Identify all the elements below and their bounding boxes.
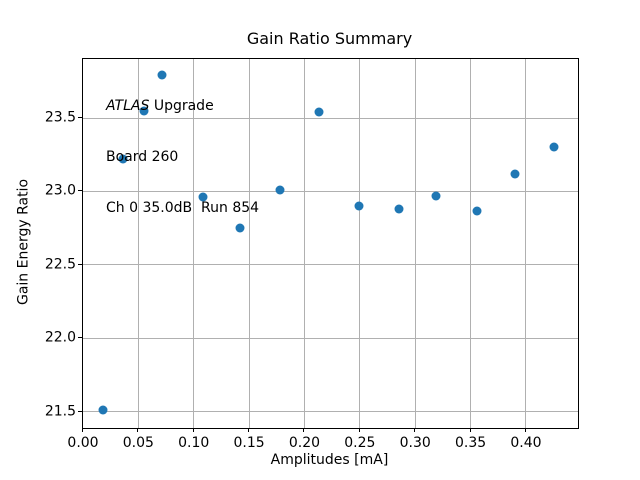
data-point (98, 405, 108, 415)
x-tick-label: 0.35 (454, 435, 487, 451)
data-point (314, 107, 324, 117)
x-gridline (525, 59, 527, 428)
grid-layer (83, 59, 578, 428)
x-tick-label: 0.10 (178, 435, 210, 451)
annotation-board: Board 260 (106, 149, 179, 165)
data-point (139, 106, 149, 116)
x-gridline (193, 59, 195, 428)
data-point (198, 192, 208, 202)
x-gridline (414, 59, 416, 428)
y-tick-mark (78, 337, 82, 339)
data-point (354, 201, 364, 211)
x-tick-label: 0.25 (344, 435, 376, 451)
x-tick-label: 0.30 (399, 435, 431, 451)
data-point (431, 191, 441, 201)
y-tick-label: 22.0 (44, 329, 76, 346)
data-point (157, 70, 167, 80)
y-tick-label: 22.5 (44, 256, 76, 273)
x-gridline (248, 59, 250, 428)
x-tick-label: 0.40 (510, 435, 542, 451)
y-tick-mark (78, 190, 82, 192)
y-tick-label: 23.5 (44, 109, 76, 126)
x-gridline (359, 59, 361, 428)
x-gridline (303, 59, 305, 428)
data-point (472, 206, 482, 216)
annotation-channel-run: Ch 0 35.0dB Run 854 (106, 200, 260, 216)
annotation-line-1: ATLAS Upgrade (106, 98, 259, 115)
x-tick-mark (192, 428, 194, 432)
x-tick-mark (414, 428, 416, 432)
y-gridline (83, 411, 578, 413)
y-tick-mark (78, 117, 82, 119)
x-gridline (137, 59, 139, 428)
data-point (275, 185, 285, 195)
y-tick-label: 21.5 (44, 403, 76, 420)
x-tick-mark (137, 428, 139, 432)
y-gridline (83, 264, 578, 266)
x-tick-mark (82, 428, 83, 432)
y-tick-mark (78, 263, 82, 265)
data-point (235, 223, 245, 233)
annotation: ATLAS Upgrade Board 260 Ch 0 35.0dB Run … (106, 64, 259, 251)
x-tick-label: 0.20 (288, 435, 321, 451)
x-tick-mark (469, 428, 471, 432)
x-tick-label: 0.00 (67, 435, 99, 451)
plot-area: ATLAS Upgrade Board 260 Ch 0 35.0dB Run … (82, 58, 579, 429)
x-tick-mark (358, 428, 360, 432)
data-point (510, 169, 520, 179)
x-axis-label: Amplitudes [mA] (270, 452, 389, 468)
x-tick-mark (303, 428, 305, 432)
data-point (118, 154, 128, 164)
x-tick-label: 0.15 (233, 435, 265, 451)
y-tick-mark (78, 410, 82, 412)
scatter-points-layer (83, 59, 578, 428)
annotation-line-1-rest: Upgrade (149, 98, 214, 114)
y-gridline (83, 190, 578, 192)
y-tick-label: 23.0 (44, 182, 76, 199)
x-gridline (470, 59, 472, 428)
y-gridline (83, 117, 578, 119)
chart-title: Gain Ratio Summary (246, 29, 413, 48)
x-tick-mark (248, 428, 250, 432)
x-tick-label: 0.05 (122, 435, 154, 451)
data-point (394, 204, 404, 214)
x-tick-mark (524, 428, 526, 432)
annotation-experiment-name: ATLAS (106, 98, 150, 114)
y-gridline (83, 337, 578, 339)
data-point (549, 142, 559, 152)
